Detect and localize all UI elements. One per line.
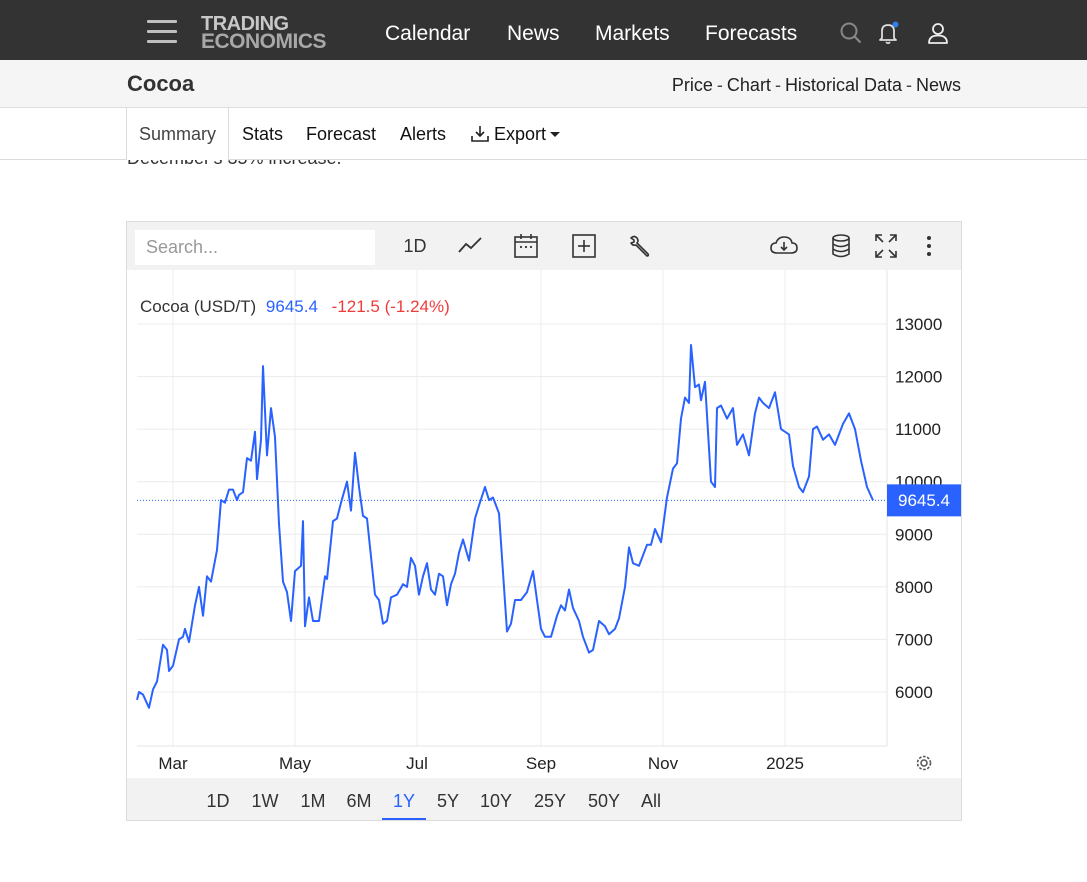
price-tag-background [887, 484, 961, 517]
range-selector: 1D 1W 1M 6M 1Y 5Y 10Y 25Y 50Y All [127, 778, 961, 820]
link-separator: - [774, 75, 781, 95]
nav-news[interactable]: News [507, 22, 560, 45]
chart-widget: 1D [126, 221, 962, 821]
menu-icon[interactable] [147, 20, 177, 43]
range-1w[interactable]: 1W [251, 791, 279, 811]
download-cloud-icon[interactable] [769, 232, 799, 260]
tab-stats[interactable]: Stats [242, 124, 284, 144]
y-tick-label: 13000 [895, 315, 942, 334]
database-icon[interactable] [829, 232, 853, 260]
link-historical-data[interactable]: Historical Data [784, 75, 902, 95]
range-6m[interactable]: 6M [346, 791, 372, 811]
add-compare-icon[interactable] [571, 232, 597, 260]
wrench-icon[interactable] [627, 232, 653, 260]
y-tick-label: 12000 [895, 368, 942, 387]
range-10y[interactable]: 10Y [479, 791, 513, 811]
last-price-tag: 9645.4 [887, 484, 961, 517]
logo-line-1: TRADING [201, 13, 289, 35]
interval-button[interactable]: 1D [403, 235, 427, 256]
tab-export[interactable]: Export [470, 108, 561, 160]
logo[interactable]: TRADING ECONOMICS [201, 13, 327, 53]
link-news[interactable]: News [915, 75, 961, 95]
y-tick-label: 6000 [895, 683, 933, 702]
nav-calendar[interactable]: Calendar [385, 22, 471, 45]
bell-icon[interactable] [876, 20, 902, 46]
fullscreen-icon[interactable] [873, 232, 899, 260]
section-links: Price - Chart - Historical Data - News [672, 75, 961, 96]
legend-name: Cocoa (USD/T) [140, 297, 256, 316]
chart-toolbar: 1D [127, 222, 961, 270]
subheader: Cocoa Price - Chart - Historical Data - News [0, 60, 1087, 108]
range-1m[interactable]: 1M [300, 791, 326, 811]
x-tick-label: Mar [158, 754, 188, 773]
link-separator: - [905, 75, 912, 95]
nav-markets[interactable]: Markets [595, 22, 670, 45]
user-icon[interactable] [925, 20, 951, 46]
range-all[interactable]: All [640, 791, 661, 811]
calendar-icon[interactable] [513, 232, 539, 260]
logo-line-2: ECONOMICS [201, 30, 327, 53]
top-navbar: TRADING ECONOMICS Calendar News Markets … [0, 0, 1087, 60]
range-1y[interactable]: 1Y [382, 778, 426, 820]
search-icon[interactable] [838, 20, 864, 46]
link-chart[interactable]: Chart [726, 75, 771, 95]
chart-legend: Cocoa (USD/T) 9645.4 -121.5 (-1.24%) [140, 297, 450, 316]
x-tick-label: Jul [406, 754, 428, 773]
range-25y[interactable]: 25Y [533, 791, 567, 811]
tab-summary[interactable]: Summary [126, 108, 230, 160]
download-icon [471, 126, 489, 142]
tab-alerts[interactable]: Alerts [400, 124, 447, 144]
x-tick-label: Sep [526, 754, 556, 773]
legend-value: 9645.4 [266, 297, 318, 316]
more-vert-icon[interactable] [923, 232, 935, 260]
price-tag-value: 9645.4 [898, 491, 950, 510]
legend-change: -121.5 (-1.24%) [332, 297, 450, 316]
range-5y[interactable]: 5Y [436, 791, 460, 811]
symbol-search-input[interactable] [135, 230, 375, 265]
y-tick-label: 8000 [895, 578, 933, 597]
tab-forecast[interactable]: Forecast [306, 124, 377, 144]
y-tick-label: 11000 [895, 420, 941, 439]
x-tick-label: 2025 [766, 754, 804, 773]
x-tick-label: Nov [648, 754, 679, 773]
range-50y[interactable]: 50Y [587, 791, 621, 811]
x-axis-ticks: Mar May Jul Sep Nov 2025 [158, 754, 804, 773]
chart-grid [137, 270, 887, 746]
series-line-cocoa [136, 344, 874, 709]
page-title: Cocoa [127, 71, 195, 96]
export-label: Export [494, 124, 547, 144]
nav-forecasts[interactable]: Forecasts [705, 22, 798, 45]
x-tick-label: May [279, 754, 312, 773]
line-chart-icon[interactable] [457, 232, 483, 260]
range-1d[interactable]: 1D [206, 791, 230, 811]
link-separator: - [716, 75, 723, 95]
gear-icon[interactable] [916, 755, 932, 771]
tab-bar: Summary Stats Forecast Alerts Export [0, 108, 1087, 160]
y-tick-label: 7000 [895, 630, 933, 649]
link-price[interactable]: Price [671, 75, 713, 95]
y-tick-label: 9000 [895, 525, 933, 544]
caret-down-icon [550, 132, 561, 137]
